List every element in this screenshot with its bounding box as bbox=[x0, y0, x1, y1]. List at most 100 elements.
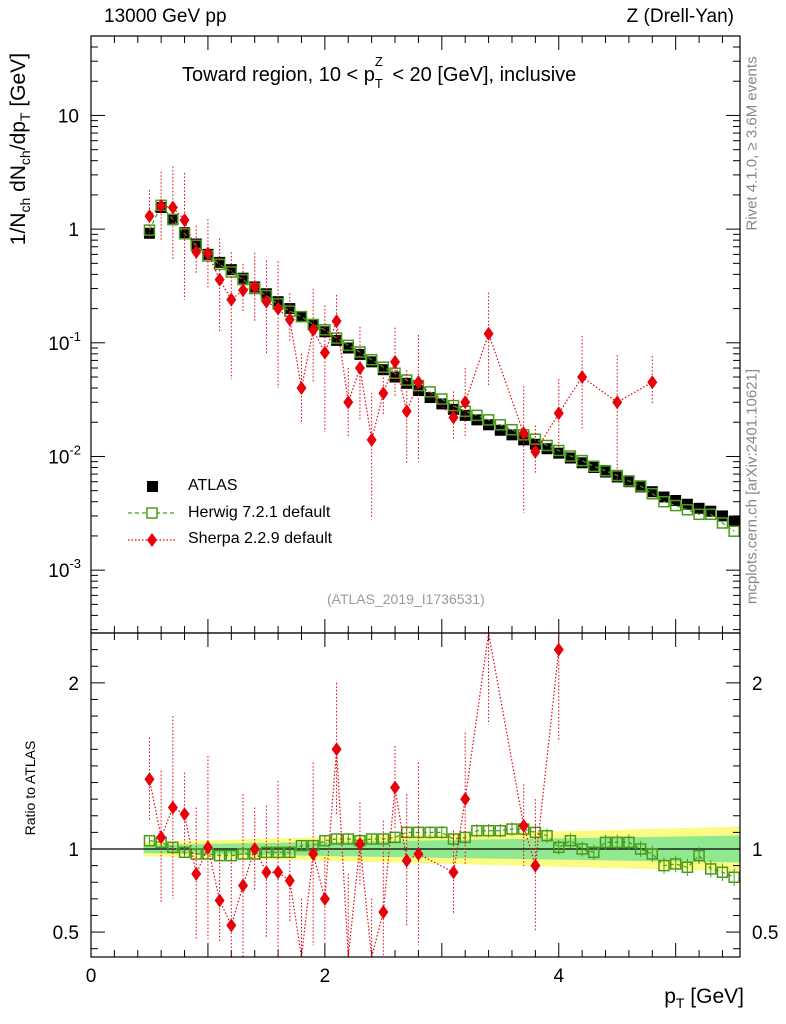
herwig-ratio-point bbox=[728, 871, 740, 883]
herwig-ratio-point bbox=[342, 833, 355, 845]
atlas-point bbox=[553, 447, 565, 459]
atlas-point bbox=[366, 356, 378, 368]
herwig-point bbox=[599, 464, 612, 477]
herwig-ratio-point bbox=[705, 863, 717, 875]
herwig-ratio-point bbox=[377, 833, 390, 845]
energy-label: 13000 GeV pp bbox=[104, 6, 227, 27]
atlas-point bbox=[623, 476, 635, 488]
sherpa-ratio-point bbox=[553, 642, 564, 657]
herwig-point bbox=[588, 460, 600, 473]
herwig-ratio-point bbox=[564, 834, 577, 847]
herwig-ratio-point bbox=[506, 823, 518, 835]
sherpa-ratio-point bbox=[354, 837, 365, 852]
herwig-ratio-point bbox=[225, 849, 238, 862]
atlas-point bbox=[225, 264, 237, 276]
sherpa-point bbox=[273, 301, 284, 316]
atlas-point bbox=[564, 452, 576, 464]
legend-herwig-label: Herwig 7.2.1 default bbox=[188, 504, 331, 521]
sherpa-point bbox=[144, 209, 155, 224]
herwig-point bbox=[342, 339, 355, 352]
series-line-1 bbox=[148, 204, 735, 532]
herwig-point bbox=[634, 480, 647, 492]
herwig-ratio-point bbox=[319, 834, 331, 847]
herwig-point bbox=[424, 386, 436, 398]
atlas-point bbox=[588, 461, 600, 473]
herwig-ratio-point bbox=[272, 846, 284, 859]
sherpa-ratio-point bbox=[308, 846, 319, 861]
y-tick-label-ratio-right: 1 bbox=[752, 840, 763, 861]
herwig-ratio-point bbox=[693, 849, 705, 862]
sherpa-point bbox=[448, 410, 459, 425]
legend bbox=[128, 481, 176, 547]
herwig-ratio-point bbox=[541, 829, 553, 842]
sherpa-point bbox=[390, 354, 401, 369]
sherpa-point bbox=[530, 444, 541, 459]
sherpa-point bbox=[401, 404, 412, 419]
atlas-point bbox=[541, 443, 553, 455]
herwig-ratio-point bbox=[447, 833, 460, 845]
atlas-point bbox=[728, 515, 740, 527]
sherpa-point bbox=[156, 198, 167, 213]
sherpa-ratio-point bbox=[249, 842, 260, 856]
y-tick-label-ratio: 0.5 bbox=[53, 923, 79, 944]
x-tick-label: 2 bbox=[320, 966, 331, 987]
atlas-point bbox=[295, 311, 307, 323]
sherpa-ratio-point bbox=[238, 878, 249, 893]
legend-atlas-label: ATLAS bbox=[188, 477, 238, 494]
y-tick-label-main: 1 bbox=[68, 220, 79, 241]
herwig-point bbox=[330, 332, 343, 344]
atlas-point bbox=[611, 471, 623, 483]
sherpa-ratio-point bbox=[191, 866, 202, 881]
herwig-point bbox=[658, 495, 670, 508]
atlas-point bbox=[459, 409, 471, 421]
y-tick-label-main: 10-3 bbox=[48, 556, 81, 582]
y-tick-label-ratio-right: 2 bbox=[752, 674, 763, 695]
sherpa-ratio-point bbox=[167, 800, 178, 815]
herwig-point bbox=[377, 361, 390, 373]
sherpa-point bbox=[518, 426, 529, 441]
rivet-version-label: Rivet 4.1.0, ≥ 3.6M events bbox=[743, 56, 761, 231]
sherpa-point bbox=[647, 375, 658, 390]
sherpa-point bbox=[343, 395, 354, 410]
herwig-ratio-point bbox=[213, 849, 226, 862]
atlas-point bbox=[635, 481, 647, 493]
sherpa-point bbox=[331, 314, 342, 329]
y-tick-label-ratio-right: 0.5 bbox=[752, 923, 778, 944]
sherpa-point bbox=[319, 345, 330, 360]
legend-sherpa-label: Sherpa 2.2.9 default bbox=[188, 530, 333, 547]
herwig-ratio-point bbox=[716, 866, 729, 879]
herwig-ratio-point bbox=[471, 824, 483, 837]
herwig-point bbox=[611, 469, 623, 482]
atlas-point bbox=[354, 348, 366, 360]
atlas-point bbox=[646, 486, 658, 498]
atlas-point bbox=[342, 342, 354, 354]
sherpa-point bbox=[179, 213, 190, 228]
herwig-ratio-point bbox=[143, 834, 156, 847]
herwig-point bbox=[728, 525, 740, 537]
sherpa-ratio-point bbox=[530, 858, 541, 873]
herwig-point bbox=[213, 258, 226, 271]
herwig-point bbox=[541, 439, 553, 452]
sherpa-ratio-point bbox=[401, 853, 412, 868]
herwig-point bbox=[705, 508, 717, 521]
herwig-ratio-point bbox=[389, 831, 401, 844]
x-tick-label: 0 bbox=[86, 966, 97, 987]
y-axis-label-ratio: Ratio to ATLAS bbox=[22, 740, 38, 836]
herwig-ratio-point bbox=[237, 848, 249, 860]
herwig-ratio-point bbox=[494, 824, 507, 837]
sherpa-point bbox=[214, 272, 225, 287]
sherpa-point bbox=[612, 395, 623, 410]
herwig-ratio-point bbox=[190, 848, 202, 860]
herwig-ratio-point bbox=[365, 833, 378, 845]
herwig-point bbox=[471, 409, 483, 422]
sherpa-point bbox=[249, 279, 260, 294]
x-axis-label: pT [GeV] bbox=[664, 985, 744, 1012]
herwig-ratio-point bbox=[681, 861, 694, 874]
herwig-point bbox=[681, 503, 694, 516]
sherpa-ratio-point bbox=[261, 865, 272, 880]
herwig-ratio-point bbox=[436, 826, 448, 839]
sherpa-point bbox=[366, 432, 377, 447]
herwig-ratio-point bbox=[634, 843, 647, 855]
sherpa-ratio-point bbox=[390, 780, 401, 795]
